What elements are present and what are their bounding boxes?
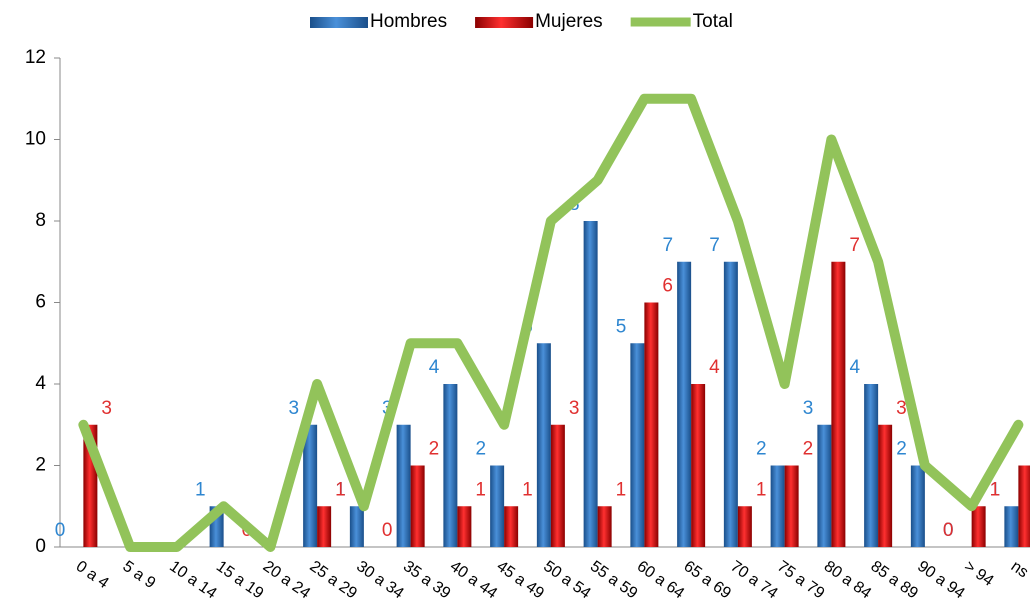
value-label: 0 (943, 520, 954, 541)
bar (723, 261, 738, 547)
bar (504, 506, 519, 547)
bar (817, 424, 832, 547)
value-label: 4 (709, 357, 720, 378)
x-tick-label: 80 a 84 (821, 558, 875, 603)
bar (443, 384, 458, 547)
value-label: 7 (709, 235, 720, 256)
value-label: 0 (943, 520, 954, 541)
value-label: 1 (756, 479, 767, 500)
bar (971, 506, 986, 547)
bar (349, 506, 364, 547)
value-label: 4 (429, 357, 440, 378)
bar (536, 343, 551, 547)
bar (737, 506, 752, 547)
bar (396, 424, 411, 547)
x-tick-label: > 94 (961, 558, 997, 590)
y-tick-label: 2 (35, 455, 46, 476)
bar (630, 343, 645, 547)
value-label: 5 (616, 316, 627, 337)
x-tick-label: ns (1008, 558, 1030, 582)
x-tick-label: 40 a 44 (447, 558, 501, 603)
value-label: 7 (663, 235, 674, 256)
legend-swatch (475, 17, 534, 28)
legend-label: Mujeres (535, 11, 603, 32)
bar (864, 384, 879, 547)
y-tick-label: 12 (25, 47, 46, 68)
bar (410, 465, 425, 547)
y-tick-label: 8 (35, 210, 46, 231)
value-label: 2 (803, 439, 814, 460)
value-label: 3 (569, 398, 580, 419)
x-tick-label: 60 a 64 (634, 558, 688, 603)
value-label: 2 (756, 439, 767, 460)
x-tick-label: 70 a 74 (727, 558, 781, 603)
bar (910, 465, 925, 547)
bar (878, 424, 893, 547)
x-tick-label: 5 a 9 (119, 558, 158, 592)
bar (550, 424, 565, 547)
value-label: 1 (990, 479, 1001, 500)
value-label: 4 (850, 357, 861, 378)
value-label: 1 (990, 479, 1001, 500)
value-label: 1 (616, 479, 627, 500)
value-label: 7 (849, 235, 860, 256)
bar (770, 465, 785, 547)
x-tick-label: 65 a 69 (680, 558, 734, 603)
bar (691, 384, 706, 547)
value-label: 1 (475, 479, 486, 500)
bar (457, 506, 472, 547)
total-line (78, 93, 1024, 552)
legend-swatch (310, 17, 368, 28)
bar (1018, 465, 1030, 547)
x-tick-label: 55 a 59 (587, 558, 641, 603)
value-label: 0 (55, 520, 66, 541)
bar (490, 465, 505, 547)
x-tick-label: 85 a 89 (867, 558, 921, 603)
value-label: 2 (476, 439, 487, 460)
bar (303, 424, 318, 547)
bar (784, 465, 799, 547)
x-tick-label: 35 a 39 (400, 558, 454, 603)
x-tick-label: 15 a 19 (213, 558, 267, 603)
bar (831, 261, 846, 547)
bar (644, 302, 659, 547)
legend-label: Total (693, 11, 733, 32)
value-label: 3 (101, 398, 112, 419)
value-label: 1 (522, 479, 533, 500)
x-tick-label: 90 a 94 (914, 558, 968, 603)
y-tick-label: 4 (35, 373, 46, 394)
value-label: 0 (382, 520, 393, 541)
x-tick-label: 30 a 34 (353, 558, 407, 603)
bar (583, 221, 598, 547)
value-label: 3 (896, 398, 907, 419)
bar (1004, 506, 1019, 547)
x-tick-label: 20 a 24 (260, 558, 314, 603)
x-tick-label: 75 a 79 (774, 558, 828, 603)
x-tick-label: 25 a 29 (306, 558, 360, 603)
x-tick-label: 10 a 14 (166, 558, 220, 603)
x-tick-label: 50 a 54 (540, 558, 594, 603)
y-tick-label: 0 (35, 536, 46, 557)
value-label: 6 (662, 276, 673, 297)
value-label: 2 (896, 439, 907, 460)
x-tick-label: 45 a 49 (493, 558, 547, 603)
value-label: 1 (195, 479, 206, 500)
x-tick-label: 0 a 4 (73, 558, 112, 592)
value-label: 3 (803, 398, 814, 419)
legend-label: Hombres (370, 11, 447, 32)
bar (317, 506, 332, 547)
value-label: 3 (289, 398, 300, 419)
bar (597, 506, 612, 547)
y-tick-label: 6 (35, 292, 46, 313)
value-label: 1 (335, 479, 346, 500)
bar (677, 261, 692, 547)
value-label: 2 (429, 439, 440, 460)
value-label: 1 (335, 479, 346, 500)
y-tick-label: 10 (25, 129, 46, 150)
